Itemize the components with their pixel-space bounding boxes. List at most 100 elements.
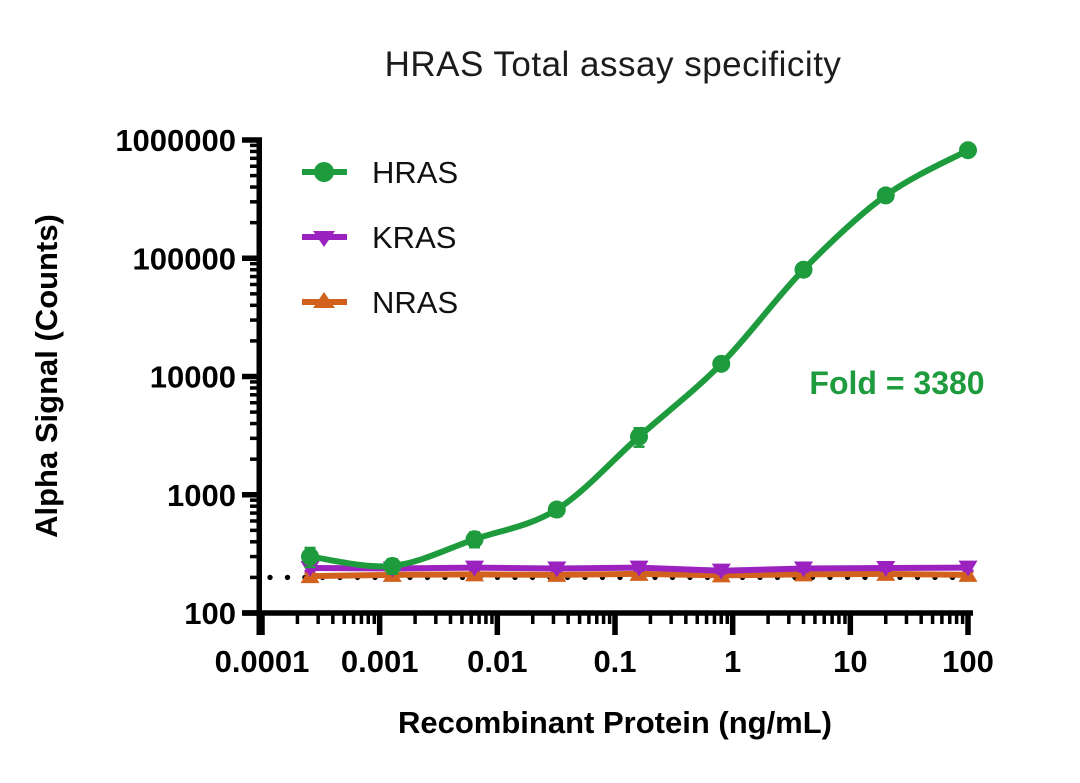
data-point-marker xyxy=(629,560,649,577)
y-minor-tick xyxy=(250,143,262,148)
x-axis-title: Recombinant Protein (ng/mL) xyxy=(398,705,832,740)
legend-item-hras: HRAS xyxy=(302,155,458,190)
x-minor-tick xyxy=(904,613,909,624)
data-point-marker xyxy=(465,530,484,549)
x-minor-tick xyxy=(460,613,464,624)
x-minor-tick xyxy=(595,613,599,624)
legend-marker-circle-icon xyxy=(314,162,334,182)
y-minor-tick xyxy=(250,267,262,272)
x-minor-tick xyxy=(351,613,356,624)
baseline-dot xyxy=(267,574,273,581)
data-point-marker xyxy=(958,560,978,577)
y-minor-tick xyxy=(250,504,262,508)
x-minor-tick xyxy=(648,613,653,624)
y-major-tick xyxy=(242,492,262,498)
x-major-tick xyxy=(612,613,618,635)
y-tick-label: 100 xyxy=(184,596,236,631)
y-minor-tick xyxy=(250,149,262,154)
x-minor-tick xyxy=(725,613,730,624)
x-minor-tick xyxy=(948,613,952,624)
x-major-tick xyxy=(965,613,971,635)
x-tick-label: 100 xyxy=(942,644,994,679)
x-minor-tick xyxy=(342,613,346,624)
y-tick-label: 1000000 xyxy=(115,123,236,158)
x-minor-tick xyxy=(295,613,300,624)
x-minor-tick xyxy=(837,613,841,624)
x-major-tick xyxy=(376,613,383,635)
x-minor-tick xyxy=(695,613,699,624)
y-minor-tick xyxy=(250,436,262,441)
x-minor-tick xyxy=(477,613,481,624)
x-minor-tick xyxy=(566,613,570,624)
x-major-tick xyxy=(259,613,265,635)
x-tick-label: 0.0001 xyxy=(215,644,310,679)
series-KRAS xyxy=(300,560,978,580)
data-point-marker xyxy=(794,260,813,279)
y-major-tick xyxy=(242,255,262,261)
x-minor-tick xyxy=(601,613,606,624)
data-point-marker xyxy=(876,561,896,578)
y-minor-tick xyxy=(250,519,262,523)
x-minor-tick xyxy=(359,613,364,624)
y-minor-tick xyxy=(250,185,262,189)
data-point-marker xyxy=(959,141,977,160)
y-tick-label: 100000 xyxy=(133,241,236,276)
y-major-tick xyxy=(242,373,262,380)
y-minor-tick xyxy=(250,220,262,225)
x-major-tick xyxy=(847,613,854,635)
x-minor-tick xyxy=(766,613,770,624)
y-minor-tick xyxy=(250,511,262,515)
y-minor-tick xyxy=(250,292,262,296)
x-minor-tick xyxy=(843,613,847,624)
y-minor-tick xyxy=(250,528,262,533)
x-minor-tick xyxy=(940,613,944,624)
x-minor-tick xyxy=(448,613,453,624)
x-minor-tick xyxy=(372,613,377,624)
y-tick-label: 10000 xyxy=(150,360,236,395)
series-line xyxy=(307,147,971,570)
x-minor-tick xyxy=(484,613,488,624)
x-minor-tick xyxy=(960,613,965,624)
y-minor-tick xyxy=(250,554,262,559)
x-minor-tick xyxy=(413,613,417,624)
x-minor-tick xyxy=(551,613,556,624)
x-tick-label: 1 xyxy=(724,644,741,679)
x-minor-tick xyxy=(669,613,673,624)
y-minor-tick xyxy=(250,498,262,502)
x-minor-tick xyxy=(469,613,473,624)
y-minor-tick xyxy=(250,400,262,405)
y-minor-tick xyxy=(250,261,262,266)
y-major-tick xyxy=(242,137,262,143)
data-point-marker xyxy=(712,354,731,373)
x-tick-label: 0.1 xyxy=(593,644,636,679)
baseline-dot xyxy=(284,574,291,581)
data-point-marker xyxy=(300,561,320,578)
x-major-tick xyxy=(729,613,736,635)
x-tick-label: 0.001 xyxy=(341,644,419,679)
x-minor-tick xyxy=(719,613,724,624)
x-minor-tick xyxy=(813,613,817,624)
y-minor-tick xyxy=(250,339,262,343)
y-minor-tick xyxy=(250,457,262,461)
x-minor-tick xyxy=(531,613,535,624)
x-minor-tick xyxy=(801,613,806,624)
legend-label-hras: HRAS xyxy=(372,155,458,190)
y-minor-tick xyxy=(250,173,262,178)
legend-label-kras: KRAS xyxy=(372,220,456,255)
data-point-marker xyxy=(630,427,649,446)
data-point-marker xyxy=(547,500,566,519)
y-minor-tick xyxy=(250,200,262,204)
chart-title: HRAS Total assay specificity xyxy=(385,45,842,84)
x-minor-tick xyxy=(919,613,923,624)
data-series xyxy=(300,141,978,584)
x-minor-tick xyxy=(930,613,935,624)
y-tick-label: 1000 xyxy=(167,478,236,513)
x-minor-tick xyxy=(607,613,612,624)
x-minor-tick xyxy=(434,613,438,624)
x-minor-tick xyxy=(316,613,320,624)
data-point-marker xyxy=(711,563,731,580)
x-minor-tick xyxy=(830,613,834,624)
x-minor-tick xyxy=(954,613,959,624)
